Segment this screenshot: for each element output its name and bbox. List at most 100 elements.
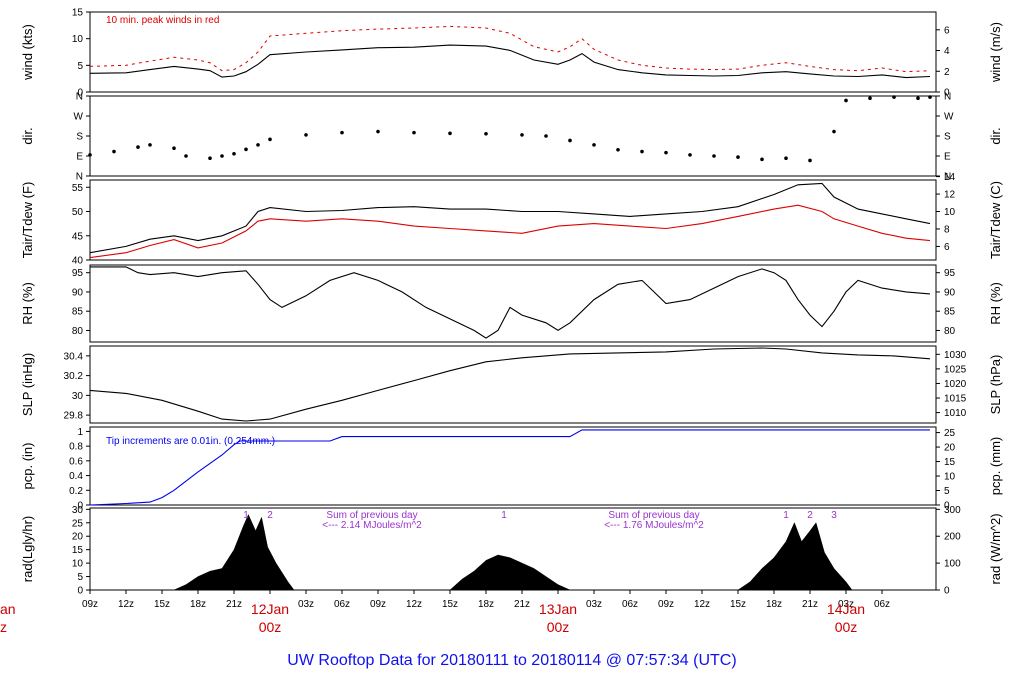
ylabel-right-temp: Tair/Tdew (C) xyxy=(988,181,1003,259)
ytick-left-label: 0.6 xyxy=(69,456,83,467)
ytick-right-label: 95 xyxy=(944,268,956,279)
ytick-right-label: 80 xyxy=(944,326,956,337)
ylabel-right-pcp: pcp. (mm) xyxy=(988,437,1003,496)
annotation-rad: 1 xyxy=(501,510,507,521)
ytick-left-label: 80 xyxy=(72,326,84,337)
series-temp-1 xyxy=(89,204,931,259)
series-rh-0 xyxy=(90,266,931,339)
direction-point xyxy=(412,130,416,135)
annotation-wind: 10 min. peak winds in red xyxy=(106,15,219,26)
xtick-label: 09z xyxy=(658,599,674,610)
ytick-left-label: 10 xyxy=(72,34,84,45)
annotation-rad: <--- 2.14 MJoules/m^2 xyxy=(322,520,422,531)
annotation-rad: <--- 1.76 MJoules/m^2 xyxy=(604,520,704,531)
direction-point xyxy=(568,138,572,143)
ylabel-left-rad: rad(Lgly/hr) xyxy=(20,516,35,582)
xday-time-label: 00z xyxy=(259,619,282,635)
direction-point xyxy=(148,143,152,147)
series-wind-0 xyxy=(89,44,931,79)
ytick-right-label: 12 xyxy=(944,190,956,201)
xtick-label: 09z xyxy=(370,599,386,610)
direction-point xyxy=(208,156,212,161)
ytick-right-label: 1030 xyxy=(944,350,967,361)
xday-time-label: 00z xyxy=(547,619,570,635)
xtick-label: 21z xyxy=(226,599,242,610)
ylabel-right-wind: wind (m/s) xyxy=(988,22,1003,83)
xtick-label: 21z xyxy=(514,599,530,610)
panel-rh: 80 85 90 95 80 85 90 95 RH (%) RH (%) xyxy=(20,264,1003,343)
panel-slp: 29.8 30 30.2 30.4 1010 1015 1020 1025 1030 SLP (i… xyxy=(20,345,1003,424)
direction-point xyxy=(172,146,176,151)
ytick-left-label: 29.8 xyxy=(64,411,84,422)
direction-point xyxy=(484,131,488,136)
panel-frame-wind xyxy=(89,11,937,93)
ytick-right-label: 25 xyxy=(944,428,956,439)
ylabel-left-dir: dir. xyxy=(20,127,35,144)
annotation-pcp: Tip increments are 0.01in. (0.254mm.) xyxy=(106,436,275,447)
xday-time-label: 00z xyxy=(835,619,858,635)
xday-cutoff-date: an xyxy=(0,601,16,617)
ylabel-left-rh: RH (%) xyxy=(20,282,35,325)
ytick-right-label: 1020 xyxy=(944,379,967,390)
direction-point xyxy=(376,129,380,134)
direction-point xyxy=(544,134,548,138)
ytick-left-label: 30.2 xyxy=(64,371,84,382)
panel-frame-dir xyxy=(89,95,937,177)
ylabel-left-wind: wind (kts) xyxy=(20,24,35,81)
direction-point xyxy=(664,150,668,155)
ytick-right-label: 14 xyxy=(944,172,956,183)
ytick-left-label: 95 xyxy=(72,268,84,279)
ytick-right-label: 1010 xyxy=(944,408,967,419)
direction-point xyxy=(340,130,344,135)
ytick-left-label: 85 xyxy=(72,307,84,318)
xtick-label: 06z xyxy=(874,599,890,610)
ytick-right-label: 1015 xyxy=(944,394,967,405)
ytick-left-label: 40 xyxy=(72,256,84,267)
ytick-left-label: 0 xyxy=(77,501,83,512)
direction-point xyxy=(640,149,644,154)
xtick-label: 06z xyxy=(622,599,638,610)
ytick-left-label: 0.8 xyxy=(69,442,83,453)
direction-point xyxy=(232,151,236,156)
xtick-label: 12z xyxy=(694,599,710,610)
ytick-left-label: 30.4 xyxy=(64,351,84,362)
ylabel-left-temp: Tair/Tdew (F) xyxy=(20,182,35,259)
direction-point xyxy=(184,154,188,158)
xtick-label: 15z xyxy=(730,599,746,610)
direction-point xyxy=(220,154,224,158)
direction-point xyxy=(784,156,788,161)
ytick-left-label: 30 xyxy=(72,391,84,402)
ytick-left-label: 1 xyxy=(77,427,83,438)
ylabel-right-slp: SLP (hPa) xyxy=(988,355,1003,415)
direction-point xyxy=(844,98,848,103)
ytick-right-label: 100 xyxy=(944,559,961,570)
x-axis: 09z 12z 15z 18z 21z 03z 06z 09z 12z 15z 18z 21z 03z 0… xyxy=(0,590,890,635)
ytick-right-label: W xyxy=(944,112,954,123)
ytick-left-label: 0 xyxy=(77,88,83,99)
direction-point xyxy=(112,149,116,154)
ytick-right-label: 8 xyxy=(944,224,950,235)
xtick-label: 12z xyxy=(118,599,134,610)
ytick-left-label: 25 xyxy=(72,518,84,529)
direction-point xyxy=(268,137,272,142)
ytick-left-label: 30 xyxy=(72,505,84,516)
ylabel-left-pcp: pcp. (in) xyxy=(20,443,35,490)
ytick-right-label: 6 xyxy=(944,242,950,253)
xday-date-label: 13Jan xyxy=(539,601,577,617)
xtick-label: 18z xyxy=(190,599,206,610)
series-pcp-0 xyxy=(89,429,930,506)
ytick-left-label: 0 xyxy=(77,586,83,597)
panel-frame-temp xyxy=(89,179,937,261)
ytick-right-label: 5 xyxy=(944,486,950,497)
direction-point xyxy=(616,147,620,152)
xday-date-label: 12Jan xyxy=(251,601,289,617)
ylabel-right-rad: rad (W/m^2) xyxy=(988,513,1003,584)
panel-frame-rh xyxy=(89,264,937,343)
ytick-left-label: S xyxy=(76,132,83,143)
ytick-right-label: S xyxy=(944,132,951,143)
ytick-right-label: 0 xyxy=(944,586,950,597)
xday-date-label: 14Jan xyxy=(827,601,865,617)
